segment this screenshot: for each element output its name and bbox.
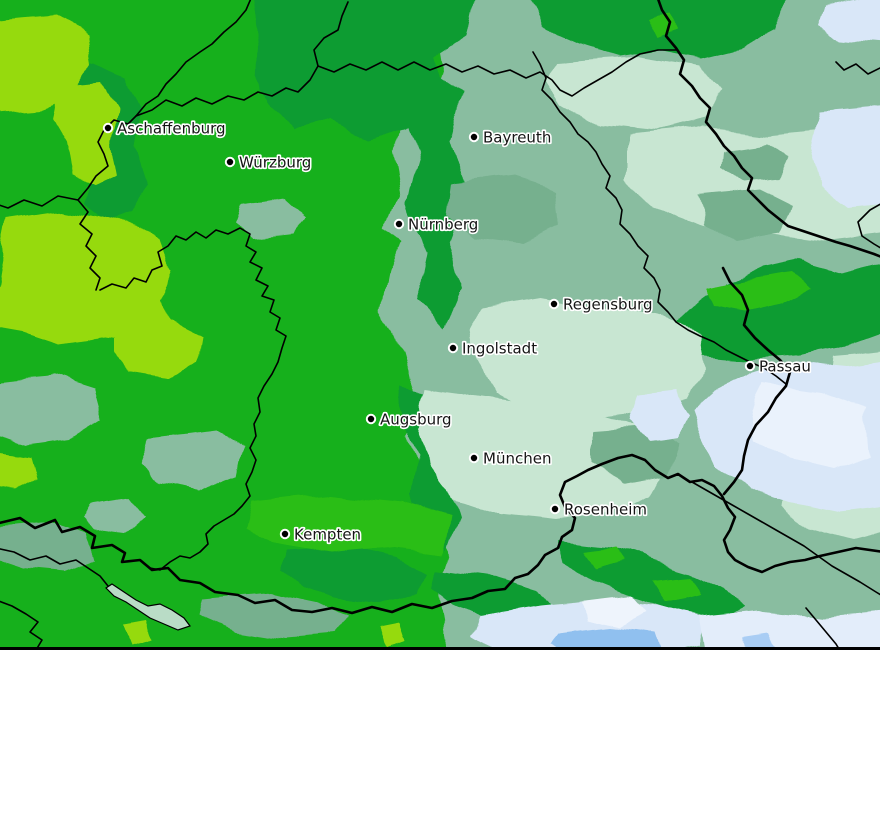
city-marker: Passau [744,356,813,377]
city-marker: München [468,448,553,469]
city-label: Bayreuth [483,129,551,147]
city-label: Würzburg [239,154,311,172]
city-marker: Würzburg [224,152,313,173]
city-dot [393,218,405,230]
country-borders [0,0,880,615]
city-dot [744,360,756,372]
city-label: Regensburg [563,296,653,314]
city-label: München [483,450,551,468]
city-marker: Augsburg [365,409,453,430]
map-area: Aschaffenburg Würzburg Bayreuth Nürnberg Reg… [0,0,880,650]
city-dot [549,503,561,515]
city-label: Augsburg [380,411,452,429]
city-dot [279,528,291,540]
city-marker: Ingolstadt [447,338,539,359]
city-marker: Kempten [279,524,363,545]
city-marker: Aschaffenburg [102,118,227,139]
city-marker: Rosenheim [549,499,649,520]
city-dot [468,452,480,464]
city-dot [447,342,459,354]
city-label: Passau [759,358,811,376]
city-marker: Regensburg [548,294,654,315]
footer: Temperatur in 2m (in °C) Fr, 12.12.2025 … [0,650,880,830]
city-marker: Nürnberg [393,214,480,235]
city-dot [468,131,480,143]
lake-constance [105,583,191,631]
city-dot [548,298,560,310]
city-label: Nürnberg [408,216,478,234]
temperature-map: Aschaffenburg Würzburg Bayreuth Nürnberg Reg… [0,0,880,650]
temperature-field [0,0,880,650]
city-dot [365,413,377,425]
city-label: Rosenheim [564,501,647,519]
city-dot [102,122,114,134]
map-bottom-spine [0,647,880,650]
city-markers: Aschaffenburg Würzburg Bayreuth Nürnberg Reg… [102,118,813,545]
city-label: Ingolstadt [462,340,537,358]
city-label: Kempten [294,526,361,544]
city-label: Aschaffenburg [117,120,226,138]
city-marker: Bayreuth [468,127,553,148]
city-dot [224,156,236,168]
